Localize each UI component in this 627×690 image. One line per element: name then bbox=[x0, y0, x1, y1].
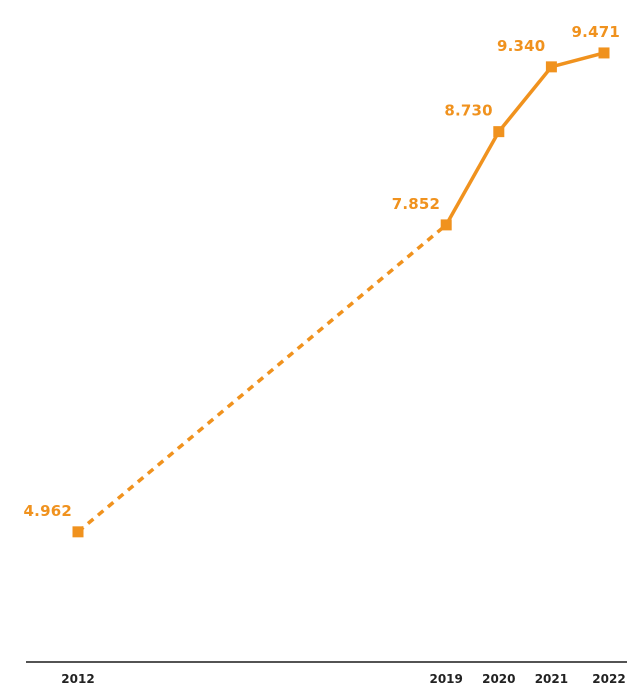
data-labels: 4.962 7.852 8.730 9.340 9.471 bbox=[24, 23, 620, 520]
data-points bbox=[72, 47, 610, 538]
line-segment-2012-2019 bbox=[76, 223, 448, 534]
data-point-2019 bbox=[440, 219, 452, 231]
data-point-2012 bbox=[72, 526, 84, 538]
line-segment-2020-2021 bbox=[497, 65, 553, 133]
x-tick-2020: 2020 bbox=[482, 672, 515, 686]
data-point-2021 bbox=[545, 61, 557, 73]
data-point-2022 bbox=[598, 47, 610, 59]
data-label-2020: 8.730 bbox=[444, 102, 492, 120]
x-tick-2021: 2021 bbox=[535, 672, 568, 686]
data-label-2022: 9.471 bbox=[572, 23, 620, 41]
x-tick-labels: 2012 2019 2020 2021 2022 bbox=[61, 672, 625, 686]
x-tick-2019: 2019 bbox=[429, 672, 462, 686]
series-line bbox=[76, 51, 605, 534]
x-tick-2022: 2022 bbox=[592, 672, 625, 686]
line-segment-2019-2020 bbox=[444, 130, 501, 226]
data-label-2019: 7.852 bbox=[392, 195, 440, 213]
x-tick-2012: 2012 bbox=[61, 672, 94, 686]
line-segment-2021-2022 bbox=[550, 51, 605, 69]
data-label-2012: 4.962 bbox=[24, 502, 72, 520]
data-point-2020 bbox=[493, 126, 505, 138]
data-label-2021: 9.340 bbox=[497, 37, 545, 55]
